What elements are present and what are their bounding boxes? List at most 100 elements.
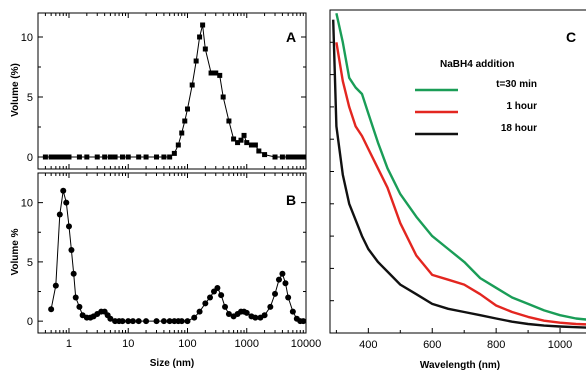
panel-b-data-point: [289, 308, 296, 315]
panel-a-data-point: [285, 154, 291, 160]
panel-a-data-point: [231, 136, 237, 142]
panel-b-data-point: [107, 315, 114, 322]
panel-a-data-point: [175, 142, 181, 148]
panel-b-data-point: [275, 276, 282, 283]
panel-b-data-point: [125, 318, 132, 325]
panel-b-label: B: [286, 192, 296, 208]
panel-b-xtick-label: 10000: [291, 338, 322, 350]
panel-a-data-point: [202, 46, 208, 52]
panel-a-data-point: [256, 148, 262, 154]
panel-a-data-point: [167, 154, 173, 160]
panel-a-data-point: [119, 154, 125, 160]
panel-b-xtick-label: 1: [66, 338, 72, 350]
panel-a-frame: [37, 12, 307, 170]
panel-a-data-point: [76, 154, 82, 160]
panel-b-data-point: [222, 303, 229, 310]
panel-a-data-point: [238, 137, 244, 143]
panel-a-data-point: [294, 154, 300, 160]
panel-b-data-point: [202, 300, 209, 307]
panel-a-data-point: [241, 132, 247, 138]
panel-b-data-point: [261, 312, 268, 319]
panel-b-data-point: [119, 318, 126, 325]
panel-a-data-point: [182, 118, 188, 124]
panel-b-data-point: [300, 318, 307, 325]
panel-a-ylabel: Volume (%): [10, 63, 21, 117]
panel-c-label: C: [566, 29, 576, 45]
legend-label: t=30 min: [496, 79, 537, 90]
panel-b-data-point: [214, 284, 221, 291]
panel-a-data-point: [297, 154, 303, 160]
panel-a-data-point: [189, 82, 195, 88]
panel-b-data-point: [60, 187, 67, 194]
panel-a-ytick-label: 10: [21, 32, 33, 44]
panel-a-data-point: [143, 154, 149, 160]
legend: NaBH4 addition t=30 min 1 hour 18 hour: [415, 59, 537, 136]
panel-a-data-point: [220, 94, 226, 100]
panel-a-data-point: [252, 142, 258, 148]
panel-b-frame: [37, 172, 307, 334]
panel-b-data-point: [166, 318, 173, 325]
panel-b-data-point: [282, 280, 289, 287]
panel-a-data-point: [179, 130, 185, 136]
panel-b-data-point: [272, 290, 279, 297]
panel-a-data-point: [102, 154, 108, 160]
panel-a-data-point: [112, 154, 118, 160]
panel-a-label: A: [286, 29, 296, 45]
panel-a-data-point: [161, 154, 167, 160]
panel-a-data-point: [193, 58, 199, 64]
panel-a-data-point: [184, 106, 190, 112]
panel-a-series-line: [45, 24, 304, 158]
legend-title: NaBH4 addition: [440, 59, 514, 70]
panel-b-ytick-label: 10: [21, 198, 33, 210]
panel-a-data-point: [208, 70, 214, 76]
panel-b-data-point: [207, 294, 214, 301]
panel-b-data-point: [267, 303, 274, 310]
panel-b: 0 5 10 1 10 100 1000 10000 B Volume % Size (nm): [10, 172, 322, 369]
legend-label: 1 hour: [506, 101, 537, 112]
series-line-3: [332, 19, 586, 329]
panel-b-data-point: [252, 314, 259, 321]
panel-a-data-point: [57, 154, 63, 160]
panel-a-data-point: [226, 118, 232, 124]
panel-b-data-point: [52, 282, 59, 289]
panel-b-data-point: [160, 318, 167, 325]
panel-b-xtick-label: 1000: [235, 338, 259, 350]
panel-a-data-point: [107, 154, 113, 160]
panel-b-xlabel: Size (nm): [150, 358, 194, 369]
panel-a-ytick-label: 0: [27, 152, 33, 164]
panel-a-data-point: [136, 154, 142, 160]
panel-b-data-point: [135, 318, 142, 325]
panel-a-data-point: [66, 154, 72, 160]
panel-c-xtick-label: 800: [487, 339, 505, 351]
panel-b-data-point: [68, 247, 75, 254]
panel-a-data-point: [244, 140, 250, 146]
panel-b-data-point: [65, 223, 72, 230]
panel-b-data-point: [279, 270, 286, 277]
panel-b-ytick-label: 5: [27, 257, 33, 269]
panel-a-data-point: [48, 154, 54, 160]
panel-a-data-point: [197, 34, 203, 40]
panel-b-data-point: [76, 303, 83, 310]
panel-a: 0 5 10 A Volume (%): [10, 12, 307, 170]
panel-c-xtick-label: 1000: [548, 339, 572, 351]
legend-label: 18 hour: [501, 123, 537, 134]
panel-b-ytick-label: 0: [27, 316, 33, 328]
panel-a-data-point: [63, 154, 69, 160]
panel-a-data-point: [125, 154, 131, 160]
panel-a-data-point: [248, 142, 254, 148]
panel-b-data-point: [129, 318, 136, 325]
panel-c-xtick-label: 400: [359, 339, 377, 351]
panel-b-xtick-label: 10: [122, 338, 134, 350]
panel-b-data-point: [72, 294, 79, 301]
panel-b-data-point: [153, 318, 160, 325]
panel-b-data-point: [196, 308, 203, 315]
panel-a-data-point: [42, 154, 48, 160]
panel-a-data-point: [300, 154, 306, 160]
panel-b-data-point: [243, 309, 250, 316]
panel-a-data-point: [290, 154, 296, 160]
panel-a-data-point: [53, 154, 59, 160]
panel-b-series-line: [50, 190, 304, 322]
panel-b-data-point: [178, 318, 185, 325]
panel-b-data-point: [70, 270, 77, 277]
